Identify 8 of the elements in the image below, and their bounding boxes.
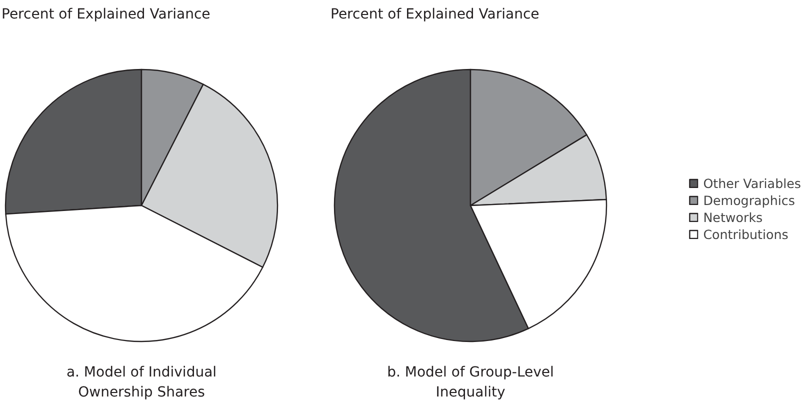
legend-label: Demographics (703, 192, 795, 208)
legend-label: Contributions (703, 226, 788, 242)
text: a. Model of Individual Ownership Shares (66, 364, 217, 400)
chart-title: Percent of Explained Variance (330, 6, 540, 22)
chart-title: Percent of Explained Variance (2, 6, 210, 22)
legend-label: Other Variables (703, 176, 801, 190)
text: b. Model of Group-Level Inequality (387, 364, 554, 400)
legend-label: Networks (703, 210, 763, 224)
